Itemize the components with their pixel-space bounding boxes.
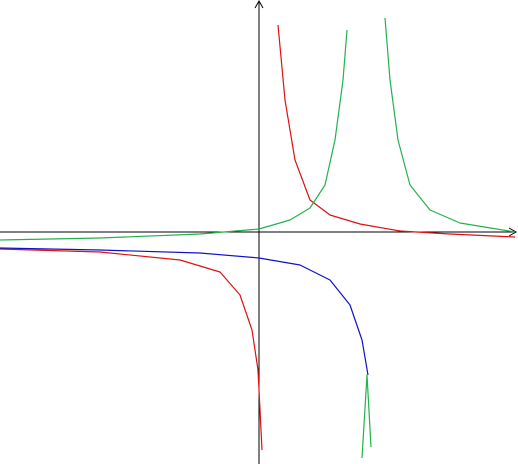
curve bbox=[0, 17, 516, 459]
curve bbox=[0, 24, 516, 451]
y-axis-arrow bbox=[254, 0, 264, 9]
curve bbox=[0, 247, 369, 376]
x-axis-arrow bbox=[508, 227, 518, 237]
